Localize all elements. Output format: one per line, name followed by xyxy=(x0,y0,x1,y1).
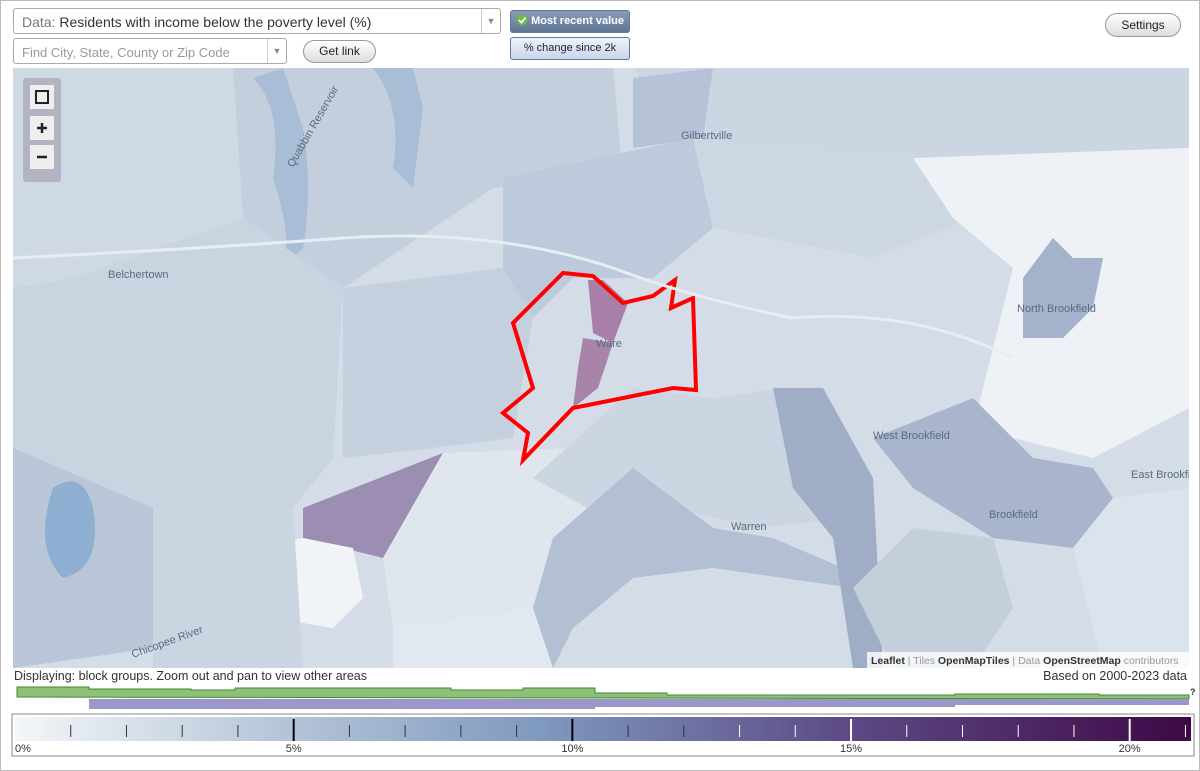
tick-label: 0% xyxy=(15,743,31,755)
data-select[interactable]: Data: Residents with income below the po… xyxy=(13,8,501,34)
most-recent-label: Most recent value xyxy=(531,15,624,27)
most-recent-toggle[interactable]: Most recent value xyxy=(510,10,630,33)
tick-label: 15% xyxy=(840,743,862,755)
data-value: Residents with income below the poverty … xyxy=(59,14,372,30)
search-placeholder: Find City, State, County or Zip Code xyxy=(22,45,230,60)
settings-button[interactable]: Settings xyxy=(1105,13,1181,37)
fullscreen-button[interactable] xyxy=(30,85,54,109)
place-label: Belchertown xyxy=(108,269,169,281)
leaflet-link[interactable]: Leaflet xyxy=(871,655,905,667)
place-label: West Brookfield xyxy=(873,430,950,442)
place-label: Warren xyxy=(731,521,767,533)
place-label: Gilbertville xyxy=(681,130,732,142)
data-range-note: Based on 2000-2023 data xyxy=(1043,669,1187,683)
place-label: East Brookfield xyxy=(1131,469,1189,481)
place-label: North Brookfield xyxy=(1017,303,1096,315)
tick-label: 10% xyxy=(561,743,583,755)
map[interactable]: Belchertown Gilbertville Ware North Broo… xyxy=(13,68,1189,668)
color-legend: 0% 5% 10% 15% 20% xyxy=(11,713,1195,757)
tick-label: 20% xyxy=(1119,743,1141,755)
help-marker[interactable]: ? xyxy=(1190,687,1196,697)
search-input[interactable]: Find City, State, County or Zip Code ▼ xyxy=(13,38,287,64)
distribution: ? xyxy=(16,686,1196,709)
place-label: Ware xyxy=(596,338,622,350)
check-icon xyxy=(516,14,528,26)
change-toggle[interactable]: % change since 2k xyxy=(510,37,630,60)
data-label: Data: xyxy=(22,14,56,30)
zoom-controls xyxy=(23,78,61,182)
displaying-note: Displaying: block groups. Zoom out and p… xyxy=(14,669,367,683)
place-label: Brookfield xyxy=(989,509,1038,521)
tick-label: 5% xyxy=(286,743,302,755)
get-link-button[interactable]: Get link xyxy=(303,40,376,63)
attribution: Leaflet | Tiles OpenMapTiles | Data Open… xyxy=(871,655,1179,667)
